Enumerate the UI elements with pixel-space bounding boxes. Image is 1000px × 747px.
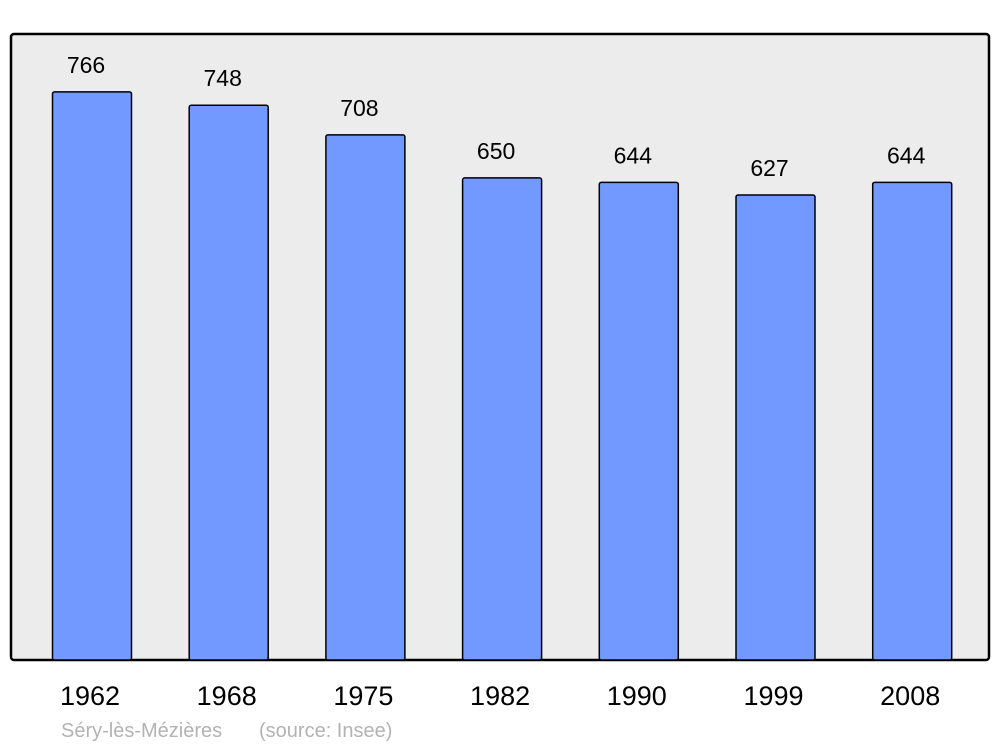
footer-place: Séry-lès-Mézières	[61, 720, 222, 742]
bar-1975	[325, 134, 406, 661]
bar-1962	[51, 91, 133, 661]
data-label-1962: 766	[67, 52, 105, 78]
x-tick-1999: 1999	[743, 681, 803, 711]
data-label-1982: 650	[477, 138, 515, 164]
x-tick-1962: 1962	[60, 681, 120, 711]
footer-source: (source: Insee)	[259, 720, 392, 742]
data-label-1975: 708	[340, 95, 378, 121]
x-tick-1982: 1982	[470, 681, 530, 711]
bar-2008	[871, 181, 953, 661]
bar-1990	[598, 181, 680, 661]
x-tick-2008: 2008	[880, 681, 940, 711]
data-label-1968: 748	[204, 65, 242, 91]
data-label-1990: 644	[614, 142, 653, 168]
x-tick-1975: 1975	[333, 681, 393, 711]
bar-1999	[735, 194, 816, 661]
x-tick-1968: 1968	[197, 681, 257, 711]
data-label-2008: 644	[887, 142, 926, 168]
data-label-1999: 627	[750, 155, 788, 181]
bar-1982	[461, 177, 543, 661]
bar-1968	[188, 104, 269, 661]
x-tick-1990: 1990	[607, 681, 667, 711]
